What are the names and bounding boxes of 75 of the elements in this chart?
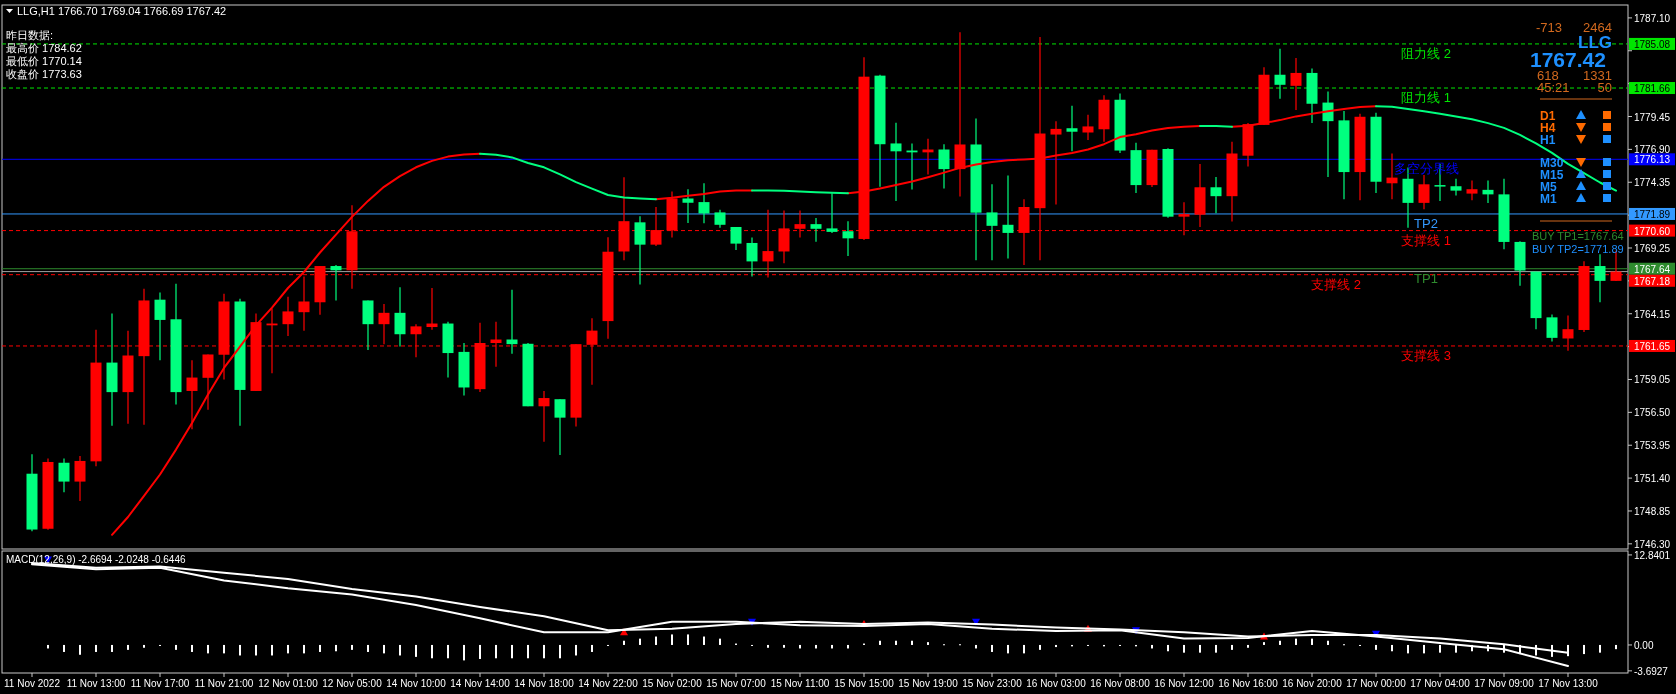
- x-tick-label: 14 Nov 22:00: [578, 678, 639, 689]
- annotation: 2464: [1583, 20, 1612, 35]
- text: 1785.08: [1633, 38, 1671, 50]
- x-tick-label: 11 Nov 21:00: [194, 678, 254, 689]
- y-tick-label: 0.00: [1634, 639, 1654, 651]
- ref-line-label: 支撑线 1: [1401, 232, 1451, 248]
- x-tick-label: 14 Nov 18:00: [514, 678, 575, 689]
- annotation: 45:21: [1537, 80, 1570, 95]
- x-tick-label: 16 Nov 20:00: [1282, 678, 1343, 689]
- x-tick-label: 15 Nov 15:00: [834, 678, 895, 689]
- y-tick-label: 1779.45: [1634, 111, 1671, 123]
- annotation: 收盘价 1773.63: [6, 68, 82, 80]
- annotation: M30: [1540, 156, 1564, 170]
- annotation: 最高价 1784.62: [6, 42, 82, 54]
- x-tick-label: 17 Nov 13:00: [1538, 678, 1599, 689]
- x-tick-label: 12 Nov 05:00: [322, 678, 383, 689]
- y-tick-label: 1769.25: [1634, 243, 1671, 254]
- annotation: 昨日数据:: [6, 29, 54, 41]
- x-tick-label: 15 Nov 23:00: [962, 678, 1023, 689]
- x-tick-label: 11 Nov 2022: [4, 678, 61, 689]
- y-tick-label: 1756.50: [1634, 407, 1671, 419]
- x-tick-label: 17 Nov 00:00: [1346, 678, 1407, 689]
- y-tick-label: 1759.05: [1634, 374, 1671, 386]
- x-tick-label: 15 Nov 19:00: [898, 678, 959, 689]
- x-tick-label: 15 Nov 02:00: [642, 678, 703, 689]
- y-tick-label: 1774.35: [1634, 177, 1671, 189]
- annotation: M1: [1540, 192, 1557, 206]
- annotation: M15: [1540, 168, 1564, 182]
- annotation: 618: [1537, 68, 1559, 83]
- y-tick-label: 1776.90: [1634, 144, 1671, 156]
- y-tick-label: 1753.95: [1634, 440, 1671, 452]
- ref-line-label: TP2: [1414, 215, 1438, 231]
- ref-line-label: 阻力线 1: [1401, 90, 1451, 106]
- ref-line-label: 支撑线 3: [1401, 347, 1451, 363]
- chart-title: LLG,H1 1766.70 1769.04 1766.69 1767.42: [17, 5, 227, 17]
- annotation: BUY TP2=1771.89: [1532, 243, 1624, 255]
- text: 1767.64: [1633, 263, 1671, 275]
- x-tick-label: 15 Nov 07:00: [706, 678, 767, 689]
- x-tick-label: 16 Nov 12:00: [1154, 678, 1215, 689]
- x-tick-label: 16 Nov 08:00: [1090, 678, 1151, 689]
- annotation: H4: [1540, 121, 1556, 135]
- annotation: M5: [1540, 180, 1557, 194]
- annotation: H1: [1540, 133, 1556, 147]
- x-tick-label: 12 Nov 01:00: [258, 678, 319, 689]
- x-tick-label: 17 Nov 09:00: [1474, 678, 1535, 689]
- text: 1770.60: [1633, 225, 1671, 237]
- x-tick-label: 11 Nov 13:00: [66, 678, 126, 689]
- annotation: BUY TP1=1767.64: [1532, 230, 1624, 242]
- annotation: -713: [1536, 20, 1563, 35]
- y-tick-label: 1748.85: [1634, 505, 1671, 517]
- text: 1771.89: [1633, 208, 1671, 220]
- y-tick-label: 1751.40: [1634, 473, 1671, 485]
- x-tick-label: 17 Nov 04:00: [1410, 678, 1471, 689]
- x-tick-label: 15 Nov 11:00: [770, 678, 830, 689]
- annotation: 1331: [1583, 68, 1612, 83]
- y-tick-label: 1746.30: [1634, 538, 1671, 550]
- ref-line-label: 阻力线 2: [1401, 45, 1451, 61]
- y-tick-label: 1764.15: [1634, 308, 1671, 320]
- annotation: D1: [1540, 109, 1556, 123]
- y-tick-label: -3.6927: [1634, 665, 1669, 677]
- text: 1761.65: [1633, 340, 1671, 352]
- text: 1781.66: [1633, 83, 1671, 95]
- x-tick-label: 16 Nov 16:00: [1218, 678, 1279, 689]
- annotation: 最低价 1770.14: [6, 55, 82, 67]
- y-tick-label: 12.8401: [1634, 549, 1671, 561]
- x-tick-label: 11 Nov 17:00: [130, 678, 190, 689]
- x-tick-label: 16 Nov 03:00: [1026, 678, 1087, 689]
- text: 1767.18: [1633, 275, 1671, 287]
- ref-line-label: TP1: [1414, 270, 1438, 286]
- text: 1776.13: [1633, 154, 1671, 166]
- y-tick-label: 1787.10: [1634, 12, 1671, 24]
- x-tick-label: 14 Nov 14:00: [450, 678, 511, 689]
- x-tick-label: 14 Nov 10:00: [386, 678, 447, 689]
- annotation: 50: [1597, 80, 1612, 95]
- ref-line-label: 支撑线 2: [1311, 276, 1361, 292]
